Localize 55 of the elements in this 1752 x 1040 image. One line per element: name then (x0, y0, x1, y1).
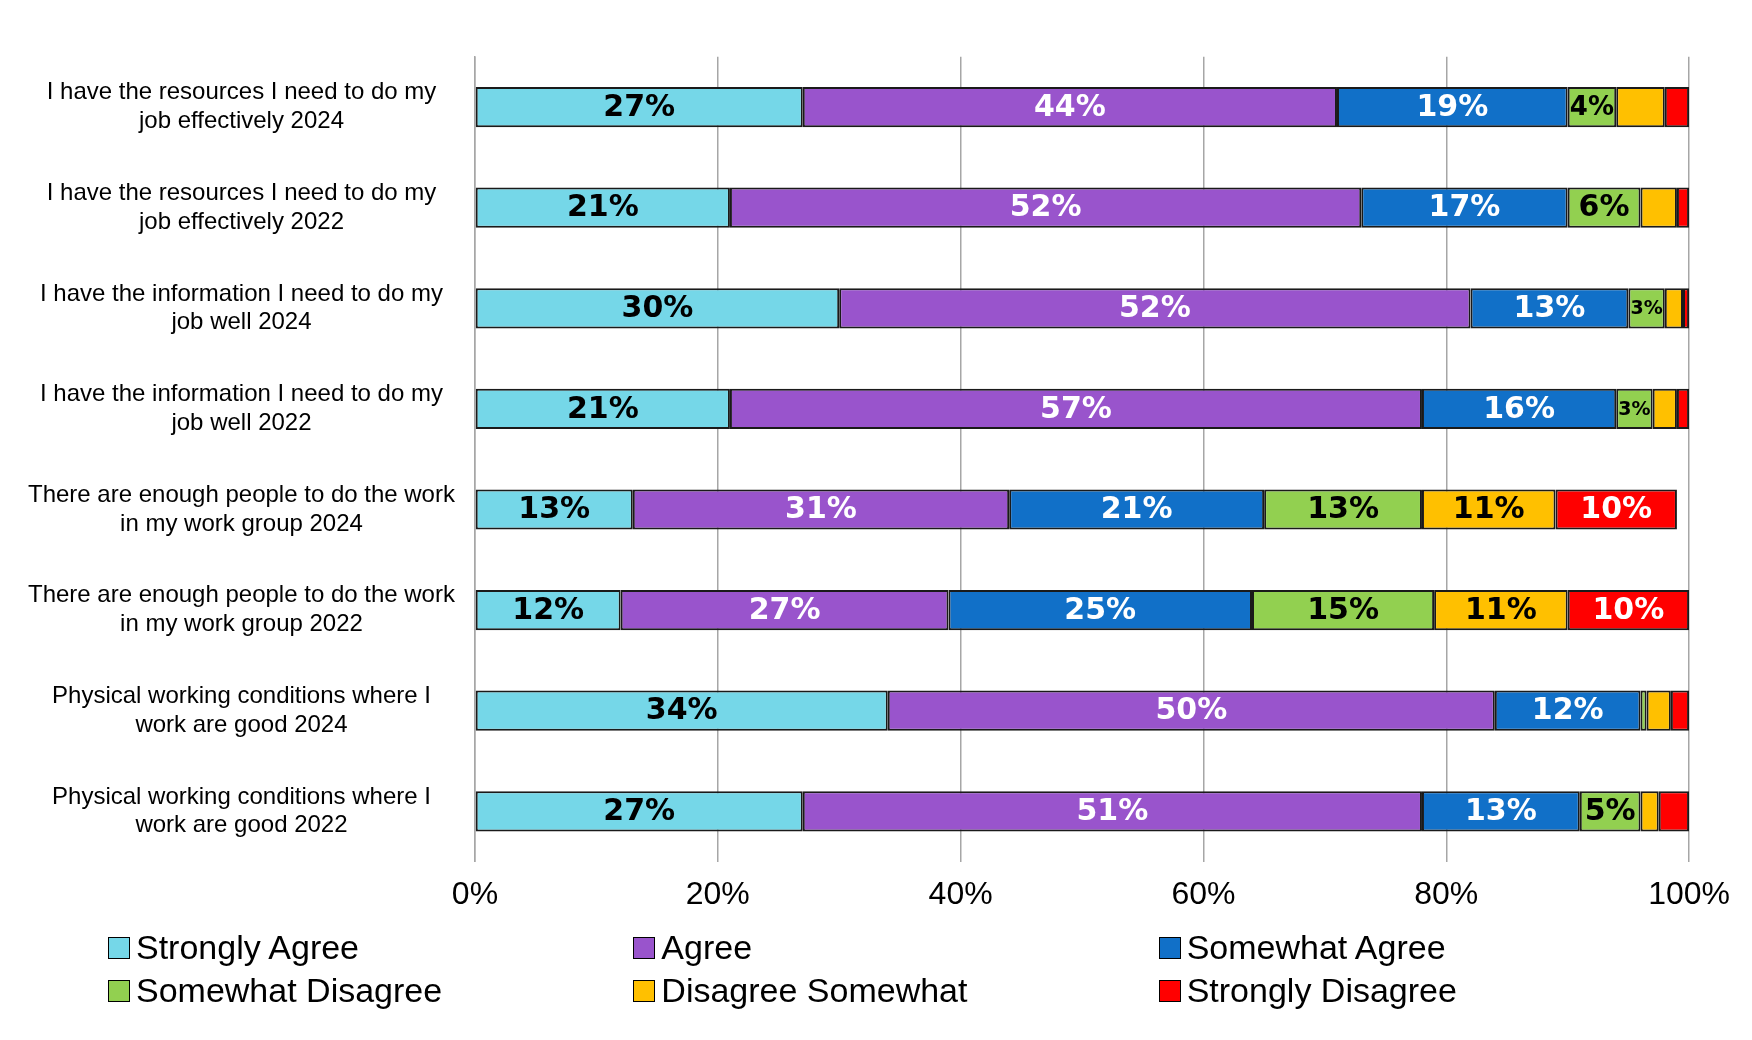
y-tick-label: Physical working conditions where I work are good 2024 (52, 680, 431, 737)
data-label: 10% (1592, 590, 1665, 626)
data-label: 13% (1307, 490, 1379, 526)
y-tick-label: I have the information I need to do my job well 2024 (40, 278, 443, 335)
x-tick-label: 80% (1414, 874, 1479, 911)
y-tick-label: I have the information I need to do my job well 2022 (40, 379, 443, 435)
data-label: 11% (1464, 590, 1537, 626)
data-label: 12% (512, 590, 585, 626)
data-label: 13% (1464, 792, 1537, 828)
y-tick-label: I have the resources I need to do my job effectively 2024 (46, 77, 437, 134)
data-label: 6% (1578, 188, 1630, 224)
data-label: 16% (1483, 389, 1556, 425)
data-label: 17% (1428, 188, 1501, 224)
data-label: 15% (1307, 590, 1379, 626)
data-label: 21% (1100, 490, 1173, 526)
data-label: 21% (566, 389, 639, 425)
x-tick-label: 20% (685, 874, 750, 911)
y-tick-label: There are enough people to do the work in my work group 2024 (28, 479, 456, 536)
data-label: 34% (645, 691, 718, 727)
y-tick-label: Physical working conditions where I work are good 2022 (52, 781, 431, 838)
data-label: 52% (1009, 188, 1082, 224)
data-label: 57% (1040, 389, 1112, 425)
data-label: 11% (1452, 490, 1525, 526)
data-label: 50% (1155, 691, 1228, 727)
data-label: 10% (1580, 490, 1653, 526)
x-tick-label: 60% (1171, 874, 1236, 911)
x-tick-label: 100% (1648, 874, 1730, 911)
data-label: 31% (785, 490, 857, 526)
x-tick-label: 0% (451, 874, 499, 911)
data-label: 30% (621, 289, 694, 325)
data-label: 27% (748, 590, 821, 626)
data-label: 51% (1076, 792, 1149, 828)
data-label: 13% (1513, 289, 1586, 325)
data-label: 5% (1584, 792, 1636, 828)
data-label: 52% (1118, 289, 1191, 325)
data-label: 3% (1618, 396, 1651, 419)
legend-label: Disagree Somewhat (661, 971, 968, 1010)
legend-label: Strongly Disagree (1186, 971, 1457, 1010)
data-label: 13% (518, 490, 591, 526)
x-tick-label: 40% (928, 874, 993, 911)
legend-label: Agree (661, 928, 753, 967)
legend-label: Somewhat Disagree (136, 971, 443, 1010)
data-label: 19% (1416, 87, 1489, 123)
data-label: 44% (1033, 87, 1106, 123)
data-label: 25% (1064, 590, 1137, 626)
data-label: 12% (1531, 691, 1604, 727)
data-label: 4% (1569, 90, 1615, 121)
legend-label: Somewhat Agree (1186, 928, 1446, 967)
y-tick-label: There are enough people to do the work in my work group 2022 (28, 580, 456, 637)
data-label: 27% (603, 792, 676, 828)
y-tick-label: I have the resources I need to do my job effectively 2022 (46, 177, 437, 234)
legend-label: Strongly Agree (136, 928, 360, 967)
data-label: 21% (566, 188, 639, 224)
data-label: 3% (1630, 296, 1663, 319)
data-label: 27% (603, 87, 676, 123)
